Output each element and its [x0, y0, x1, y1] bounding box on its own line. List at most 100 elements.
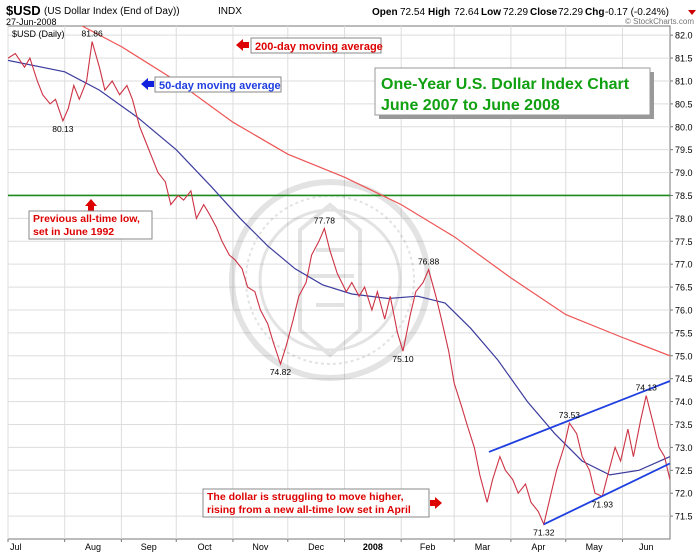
dollar-note-line1: The dollar is struggling to move higher, [207, 491, 404, 503]
data-label: 76.88 [418, 257, 440, 267]
series-line-price [8, 41, 670, 527]
y-tick-label: 78.0 [675, 214, 693, 224]
plot-area: 80.13 81.86 74.82 77.78 75.10 76.88 71.32 73.53… [8, 26, 670, 538]
seal-watermark [229, 179, 431, 381]
ma50-annotation: 50-day moving average [141, 76, 282, 93]
blue-arrow-left-icon [141, 78, 154, 90]
watermark-credit: © StockCharts.com [625, 17, 694, 26]
data-label: 74.82 [270, 367, 292, 377]
x-tick-label: 2008 [363, 542, 383, 552]
y-tick-label: 74.0 [675, 397, 693, 407]
y-tick-label: 71.5 [675, 512, 693, 522]
y-axis: 71.5 72.0 72.5 73.0 73.5 74.0 74.5 75.0 75.5 76.0… [670, 31, 693, 522]
y-tick-label: 79.5 [675, 145, 693, 155]
low-label: Low [481, 7, 501, 18]
y-tick-label: 79.0 [675, 168, 693, 178]
dollar-note-box [202, 488, 430, 518]
support-annotation: Previous all-time low, set in June 1992 [28, 199, 153, 240]
dollar-note-line2: rising from a new all-time low set in Ap… [207, 504, 411, 516]
data-label: 75.10 [392, 354, 414, 364]
series-line-ma200 [80, 26, 670, 357]
support-note-line1: Previous all-time low, [33, 213, 140, 225]
red-arrow-up-icon [85, 199, 97, 211]
y-tick-label: 80.5 [675, 99, 693, 109]
low-value: 72.29 [503, 7, 528, 18]
data-label: 77.78 [314, 215, 336, 225]
support-note-box [28, 210, 153, 240]
dollar-annotation: The dollar is struggling to move higher,… [202, 488, 442, 518]
high-value: 72.64 [454, 7, 479, 18]
close-label: Close [530, 7, 558, 18]
y-tick-label: 76.0 [675, 305, 693, 315]
ma50-layer [8, 59, 670, 476]
data-label: 74.13 [636, 383, 658, 393]
y-tick-label: 78.5 [675, 191, 693, 201]
chart-title-box: One-Year U.S. Dollar Index Chart June 20… [374, 67, 654, 119]
chart-title: One-Year U.S. Dollar Index Chart [381, 76, 630, 93]
down-arrow-icon [688, 10, 696, 15]
ma200-note: 200-day moving average [255, 41, 383, 53]
channel-layer [488, 380, 670, 526]
x-tick-label: Feb [420, 542, 436, 552]
x-tick-label: Oct [198, 542, 213, 552]
data-label: 71.93 [592, 499, 614, 509]
ma50-note-box [154, 76, 282, 93]
data-label: 73.53 [559, 410, 581, 420]
ma200-note-box [250, 37, 382, 54]
open-label: Open [372, 7, 398, 18]
support-note-line2: set in June 1992 [33, 226, 114, 238]
data-label: 81.86 [81, 29, 103, 39]
y-tick-label: 77.5 [675, 237, 693, 247]
y-tick-label: 76.5 [675, 283, 693, 293]
title-box [374, 67, 651, 116]
channel-upper-line [488, 380, 670, 453]
x-tick-label: Sep [141, 542, 157, 552]
ma200-layer [80, 26, 670, 357]
point-label-layer: 80.13 81.86 74.82 77.78 75.10 76.88 71.32 73.53… [52, 29, 657, 538]
date-label: 27-Jun-2008 [6, 17, 57, 27]
ma50-note: 50-day moving average [159, 80, 281, 92]
y-tick-label: 80.0 [675, 122, 693, 132]
channel-lower-line [543, 462, 670, 526]
y-tick-label: 73.0 [675, 443, 693, 453]
x-tick-label: Dec [308, 542, 325, 552]
x-tick-label: Nov [252, 542, 269, 552]
close-value: 72.29 [558, 7, 583, 18]
y-tick-label: 81.0 [675, 76, 693, 86]
chg-value: -0.17 (-0.24%) [605, 7, 669, 18]
panel-label: $USD (Daily) [12, 29, 65, 39]
x-tick-label: Jul [10, 542, 22, 552]
chart-subtitle: June 2007 to June 2008 [381, 97, 560, 114]
y-tick-label: 72.5 [675, 466, 693, 476]
ma200-annotation: 200-day moving average [236, 37, 383, 54]
data-label: 71.32 [533, 527, 555, 537]
chart-header: $USD (US Dollar Index (End of Day)) INDX… [6, 3, 696, 27]
price-layer [8, 41, 670, 527]
x-tick-label: Aug [85, 542, 101, 552]
ohlc-readout: Open 72.54 High 72.64 Low 72.29 Close 72… [372, 7, 696, 18]
x-axis: Jul Aug Sep Oct Nov Dec 2008 Feb Mar Apr May Jun [7, 539, 654, 552]
y-tick-label: 75.0 [675, 351, 693, 361]
x-tick-label: Apr [531, 542, 545, 552]
y-tick-label: 77.0 [675, 260, 693, 270]
y-tick-label: 81.5 [675, 54, 693, 64]
y-tick-label: 72.0 [675, 489, 693, 499]
y-tick-label: 82.0 [675, 31, 693, 41]
red-arrow-right-icon [430, 497, 442, 509]
exchange-label: INDX [218, 6, 242, 17]
red-arrow-left-icon [236, 39, 249, 51]
series-line-ma50 [8, 59, 670, 476]
symbol-label: $USD [6, 3, 41, 18]
chg-label: Chg [585, 7, 604, 18]
x-tick-label: Jun [639, 542, 654, 552]
x-tick-label: May [586, 542, 604, 552]
high-label: High [428, 7, 450, 18]
y-tick-label: 74.5 [675, 374, 693, 384]
data-label: 80.13 [52, 124, 74, 134]
symbol-name: (US Dollar Index (End of Day)) [44, 6, 180, 17]
y-tick-label: 73.5 [675, 420, 693, 430]
x-tick-label: Mar [475, 542, 491, 552]
y-tick-label: 75.5 [675, 328, 693, 338]
